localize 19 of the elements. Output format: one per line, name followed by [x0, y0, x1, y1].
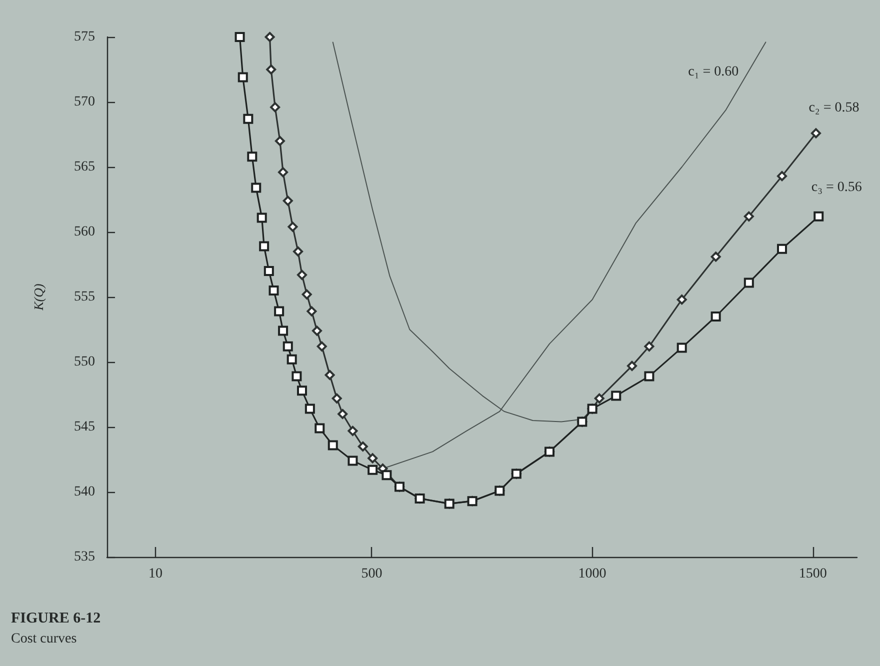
y-tick-label: 545 [74, 420, 95, 434]
y-tick-label: 540 [74, 484, 95, 500]
x-tick-label: 10 [148, 566, 163, 582]
series-label: c₁ = 0.60 [688, 64, 739, 80]
y-tick-label: 535 [74, 550, 95, 564]
y-tick-label: 550 [74, 354, 95, 370]
y-tick-label: 560 [74, 224, 95, 240]
series-label: c₃ = 0.56 [811, 180, 862, 195]
x-tick-label: 500 [361, 566, 382, 582]
y-tick-label: 575 [74, 30, 95, 44]
text: Cost curves [11, 632, 77, 646]
y-axis-title: K(Q) [31, 284, 46, 312]
y-tick-label: 555 [74, 290, 95, 304]
text: FIGURE 6-12 [11, 610, 101, 626]
series-label: c₂ = 0.58 [808, 100, 860, 116]
y-tick-label: 565 [74, 160, 95, 174]
y-tick-label: 570 [74, 94, 95, 110]
x-tick-label: 1500 [798, 566, 827, 582]
x-tick-label: 1000 [578, 566, 606, 582]
